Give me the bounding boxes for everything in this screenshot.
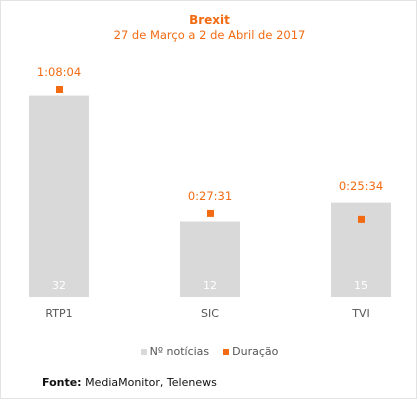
tick-label-sic: SIC [201,307,219,320]
source-label: Fonte: [42,376,82,389]
tick-label-tvi: TVI [351,307,370,320]
legend-swatch-duration [223,348,230,355]
duration-label-sic: 0:27:31 [188,189,232,203]
legend-item-news-count: Nº notícias [140,345,210,358]
bar-rtp1 [29,95,89,297]
legend-label-duration: Duração [232,345,279,358]
source-note: Fonte: MediaMonitor, Telenews [42,376,217,389]
tick-label-rtp1: RTP1 [45,307,72,320]
legend-item-duration: Duração [223,345,278,358]
source-text: MediaMonitor, Telenews [85,376,217,389]
chart-legend: Nº notícias Duração [0,345,419,358]
legend-label-news-count: Nº notícias [149,345,210,358]
duration-label-rtp1: 1:08:04 [37,65,81,79]
duration-point-tvi [358,215,365,223]
bar-value-tvi: 15 [354,279,368,292]
bar-sic [180,221,240,297]
duration-point-sic [207,209,214,217]
bar-value-rtp1: 32 [52,279,66,292]
duration-point-rtp1 [56,86,63,94]
duration-label-tvi: 0:25:34 [339,179,383,193]
legend-swatch-news-count [140,348,147,355]
bar-value-sic: 12 [203,279,217,292]
chart-title: Brexit [189,13,230,27]
chart-subtitle: 27 de Março a 2 de Abril de 2017 [113,28,306,42]
